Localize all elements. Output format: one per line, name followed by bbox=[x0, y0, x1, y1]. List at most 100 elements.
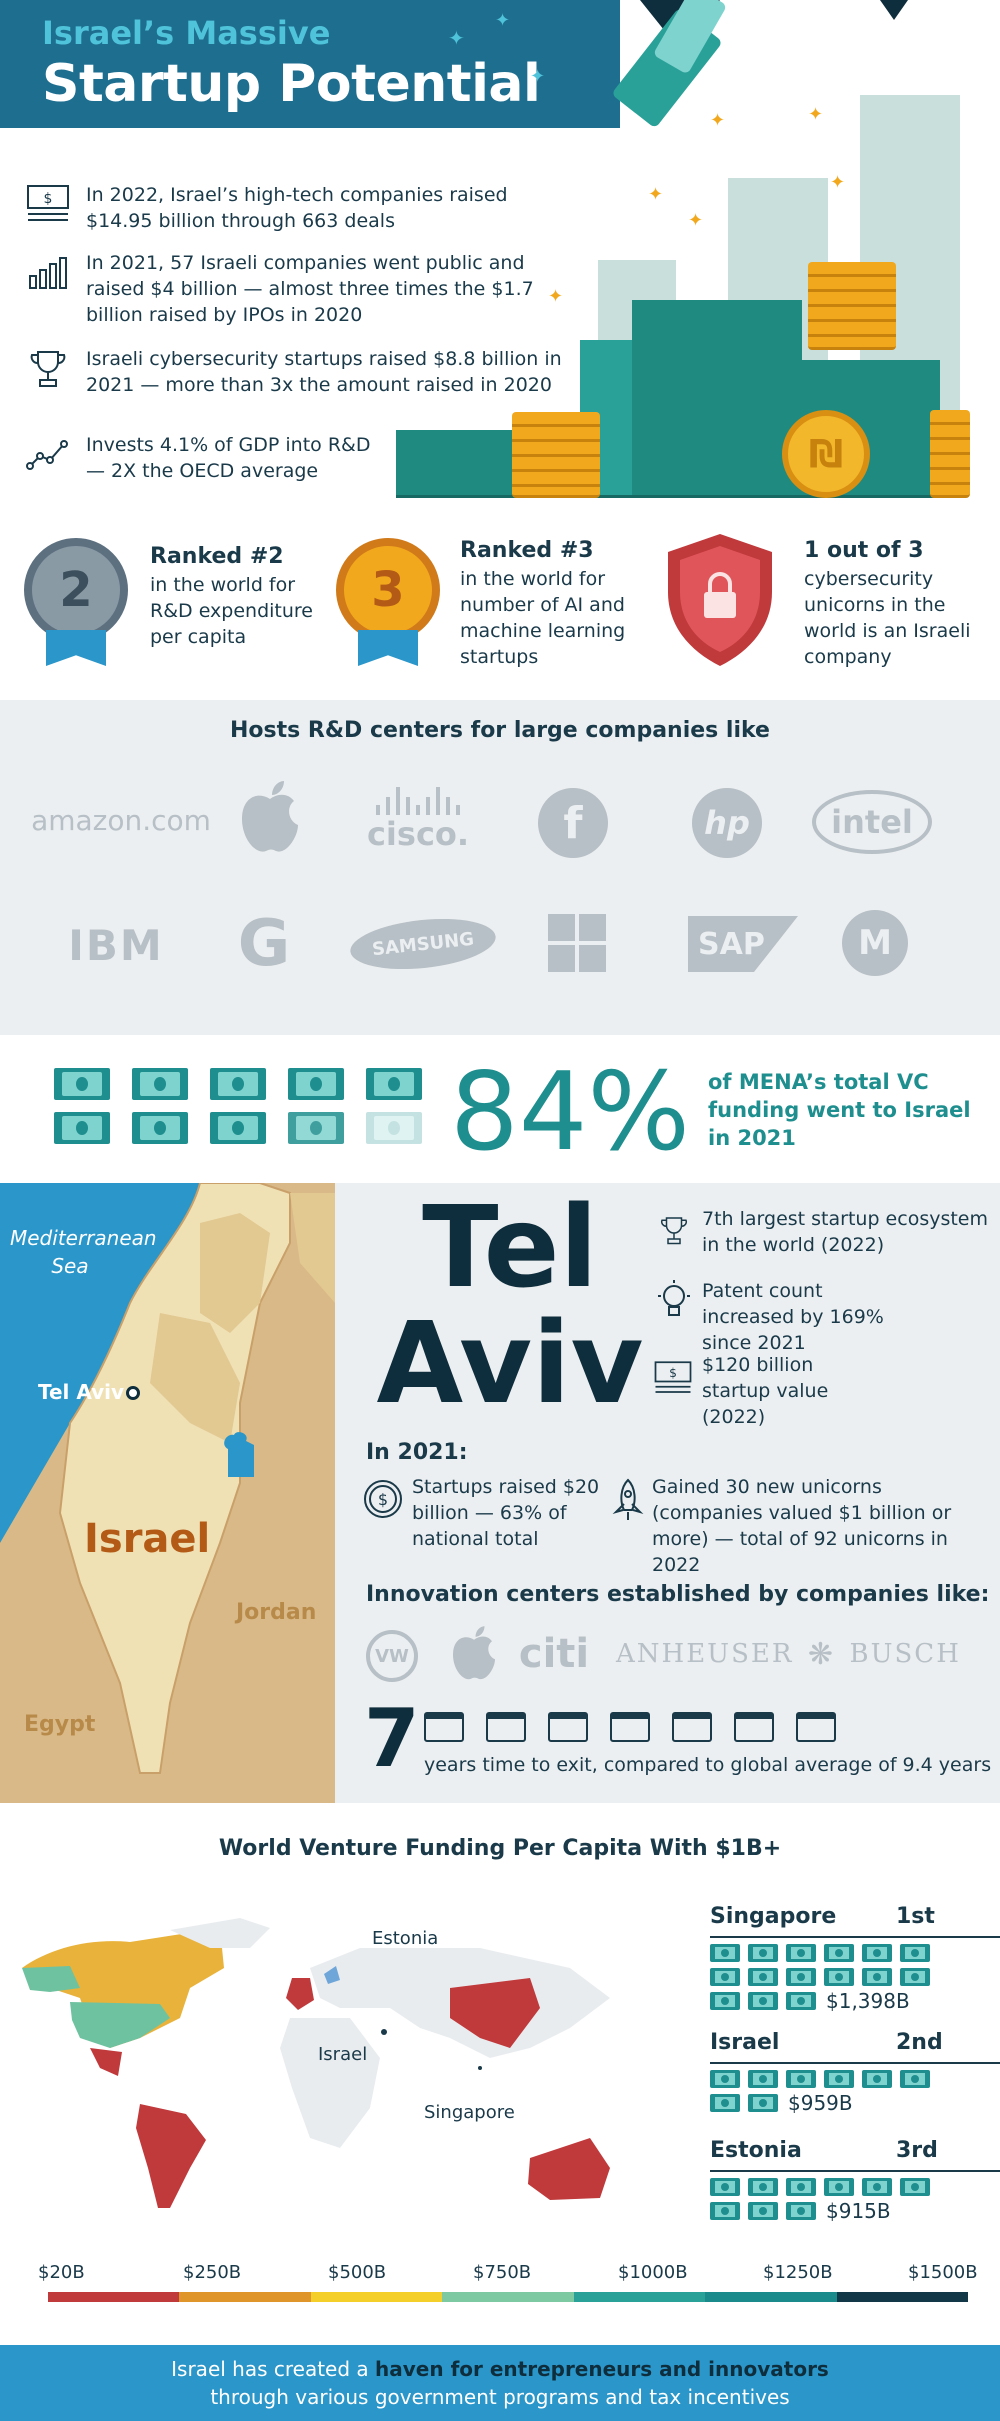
line-chart-icon bbox=[24, 432, 72, 476]
bill-icon bbox=[748, 1968, 778, 1986]
israel-map bbox=[0, 1182, 335, 1803]
tel-aviv-title-line2: Aviv bbox=[376, 1299, 644, 1429]
bill-icon bbox=[366, 1068, 422, 1100]
map-egypt-label: Egypt bbox=[24, 1712, 96, 1737]
sparkle-icon: ✦ bbox=[530, 66, 546, 87]
coin-stack bbox=[512, 412, 600, 498]
scale-segment bbox=[705, 2292, 837, 2302]
sparkle-icon: ✦ bbox=[648, 184, 664, 205]
bill-icon bbox=[748, 2202, 778, 2220]
fact-text: In 2021, 57 Israeli companies went publi… bbox=[86, 252, 534, 326]
rank-country: Singapore bbox=[710, 1904, 837, 1929]
bill-icon bbox=[366, 1112, 422, 1144]
tel-aviv-title-line1: Tel bbox=[422, 1183, 598, 1313]
bill-icon bbox=[900, 2178, 930, 2196]
rank-divider bbox=[710, 1936, 1000, 1938]
bill-icon bbox=[748, 2094, 778, 2112]
bill-icon bbox=[900, 1968, 930, 1986]
bill-icon bbox=[900, 2070, 930, 2088]
tel-aviv-title: Tel Aviv bbox=[375, 1190, 645, 1422]
header-dark-shape-2 bbox=[880, 0, 908, 20]
bill-icon bbox=[288, 1068, 344, 1100]
calendar-icon bbox=[486, 1712, 526, 1742]
silver-medal-icon: 2 bbox=[24, 538, 128, 642]
rank-value: $1,398B bbox=[826, 1989, 910, 2013]
map-country-label: Israel bbox=[84, 1516, 211, 1562]
scale-label: $250B bbox=[183, 2262, 242, 2283]
ibm-logo: IBM bbox=[54, 918, 178, 972]
map-label-estonia: Estonia bbox=[372, 1928, 439, 1949]
bill-icon bbox=[862, 1944, 892, 1962]
bill-icon bbox=[748, 1944, 778, 1962]
bill-icon bbox=[786, 2070, 816, 2088]
scale-label: $500B bbox=[328, 2262, 387, 2283]
in-2021-fact: Gained 30 new unicorns (companies valued… bbox=[652, 1476, 952, 1576]
fact-text: In 2022, Israel’s high-tech companies ra… bbox=[86, 184, 508, 232]
rank-block: Estonia 3rd $915B bbox=[710, 2138, 1000, 2228]
bill-icon bbox=[288, 1112, 344, 1144]
rank-bills: $959B bbox=[710, 2070, 1000, 2120]
fact-item: Israeli cybersecurity startups raised $8… bbox=[24, 346, 564, 398]
rank-country: Israel bbox=[710, 2030, 780, 2055]
bill-icon bbox=[786, 1992, 816, 2010]
bill-icon bbox=[210, 1068, 266, 1100]
bill-icon bbox=[710, 2202, 740, 2220]
bar-chart-icon bbox=[24, 250, 72, 294]
scale-segment bbox=[179, 2292, 311, 2302]
anheuser-wordmark: ANHEUSER bbox=[616, 1639, 794, 1669]
money-bill-icon: $ bbox=[652, 1356, 694, 1404]
rd-centers-section bbox=[0, 700, 1000, 1035]
rank-bills: $1,398B bbox=[710, 1944, 1000, 2014]
rank-country: Estonia bbox=[710, 2138, 802, 2163]
world-funding-title: World Venture Funding Per Capita With $1… bbox=[218, 1836, 782, 1861]
volkswagen-logo: VW bbox=[366, 1630, 418, 1682]
scale-segment bbox=[310, 2292, 443, 2302]
rank-bills: $915B bbox=[710, 2178, 1000, 2228]
coin-stack bbox=[808, 262, 896, 350]
bill-icon bbox=[54, 1068, 110, 1100]
footer-line2: through various government programs and … bbox=[210, 2385, 790, 2409]
sparkle-icon: ✦ bbox=[548, 286, 564, 307]
header-banner bbox=[0, 0, 620, 128]
calendar-icon bbox=[548, 1712, 588, 1742]
scale-bar bbox=[48, 2292, 968, 2302]
bill-icon bbox=[748, 2178, 778, 2196]
trophy-icon bbox=[656, 1210, 692, 1254]
footer-banner: Israel has created a haven for entrepren… bbox=[0, 2345, 1000, 2421]
rank-block: Israel 2nd $959B bbox=[710, 2030, 1000, 2120]
ranking-item: 2 Ranked #2 in the world for R&D expendi… bbox=[24, 538, 324, 678]
money-stack bbox=[396, 430, 516, 498]
anheuser-busch-logo: ANHEUSER ❋ BUSCH bbox=[616, 1626, 966, 1682]
fact-item: $ In 2022, Israel’s high-tech companies … bbox=[24, 182, 564, 234]
bill-icon bbox=[710, 1968, 740, 1986]
rank-divider bbox=[710, 2062, 1000, 2064]
bill-icon bbox=[900, 1944, 930, 1962]
rd-centers-title: Hosts R&D centers for large companies li… bbox=[230, 718, 770, 743]
map-sea-label: Mediterranean Sea bbox=[10, 1226, 157, 1278]
rank-value: $915B bbox=[826, 2199, 891, 2223]
vc-percentage: 84% bbox=[450, 1050, 691, 1175]
amazon-logo: amazon.com bbox=[31, 803, 211, 837]
map-jordan-label: Jordan bbox=[236, 1600, 317, 1625]
map-label-israel: Israel bbox=[318, 2044, 368, 2065]
calendar-icon bbox=[610, 1712, 650, 1742]
footer-bold-text: haven for entrepreneurs and innovators bbox=[375, 2357, 829, 2381]
hp-logo: hp bbox=[692, 788, 762, 858]
apple-logo bbox=[230, 778, 310, 858]
ranking-title: Ranked #3 bbox=[460, 538, 594, 563]
footer-line1: Israel has created a haven for entrepren… bbox=[0, 2355, 1000, 2383]
rank-position: 1st bbox=[896, 1904, 935, 1929]
header-title-line2: Startup Potential bbox=[42, 54, 541, 114]
map-label-singapore: Singapore bbox=[424, 2102, 515, 2123]
ranking-title: 1 out of 3 bbox=[804, 538, 924, 563]
bill-icon bbox=[786, 2202, 816, 2220]
ranking-item: 3 Ranked #3 in the world for number of A… bbox=[336, 538, 656, 678]
rank-divider bbox=[710, 2170, 1000, 2172]
sparkle-icon: ✦ bbox=[495, 10, 511, 31]
bill-icon bbox=[786, 2178, 816, 2196]
scale-labels: $20B $250B $500B $750B $1000B $1250B $1500B bbox=[38, 2262, 978, 2288]
bill-icon bbox=[786, 1944, 816, 1962]
vc-text: of MENA’s total VC funding went to Israe… bbox=[708, 1070, 971, 1150]
bill-icon bbox=[710, 2094, 740, 2112]
header-cut bbox=[540, 0, 620, 128]
